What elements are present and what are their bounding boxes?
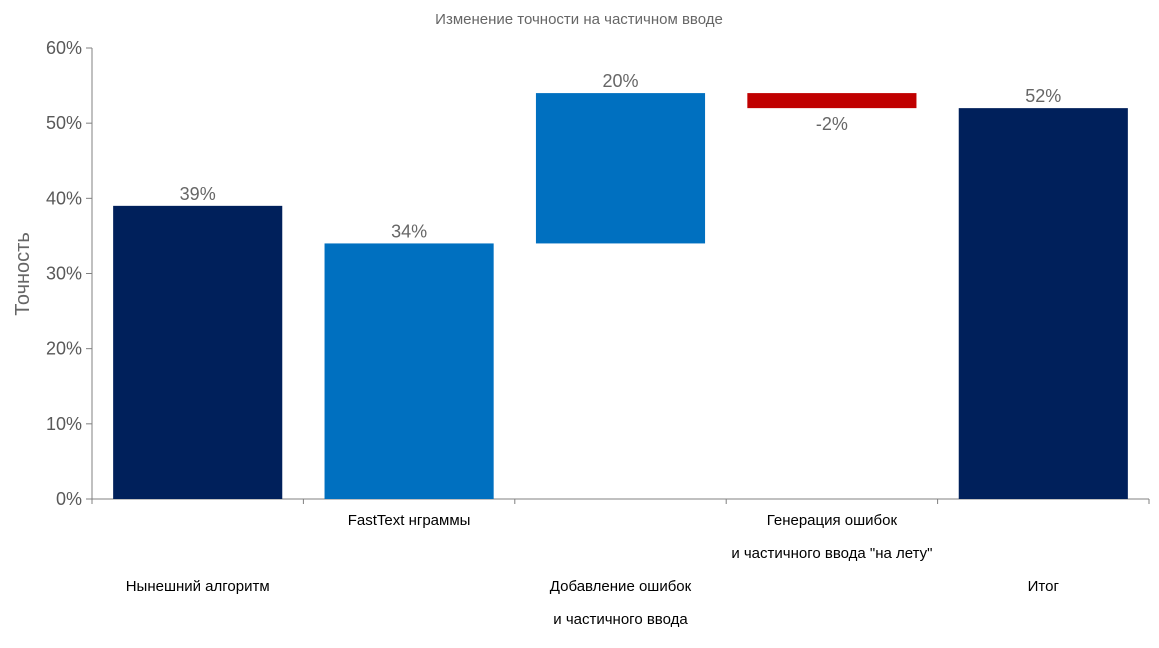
chart-title: Изменение точности на частичном вводе	[435, 11, 723, 28]
category-label: Итог	[1028, 578, 1060, 595]
bar	[113, 205, 283, 499]
y-tick-label: 0%	[56, 489, 82, 509]
y-tick-label: 40%	[46, 188, 82, 208]
category-label: и частичного ввода	[553, 611, 688, 628]
data-label: 52%	[1025, 86, 1061, 106]
data-label: 39%	[180, 184, 216, 204]
category-label: Генерация ошибок	[767, 512, 898, 529]
y-tick-label: 50%	[46, 113, 82, 133]
y-tick-label: 60%	[46, 38, 82, 58]
data-label: -2%	[816, 114, 848, 134]
category-label: Добавление ошибок	[550, 578, 692, 595]
data-label: 34%	[391, 221, 427, 241]
category-label: FastText нграммы	[348, 512, 471, 529]
bar	[324, 243, 494, 499]
category-label: Нынешний алгоритм	[126, 578, 270, 595]
bar	[747, 93, 917, 109]
category-label: и частичного ввода "на лету"	[731, 545, 932, 562]
bar	[535, 93, 706, 244]
y-tick-label: 30%	[46, 264, 82, 284]
y-tick-label: 10%	[46, 414, 82, 434]
bar	[958, 108, 1128, 499]
y-tick-label: 20%	[46, 339, 82, 359]
y-axis-label: Точность	[12, 232, 34, 316]
data-label: 20%	[602, 71, 638, 91]
